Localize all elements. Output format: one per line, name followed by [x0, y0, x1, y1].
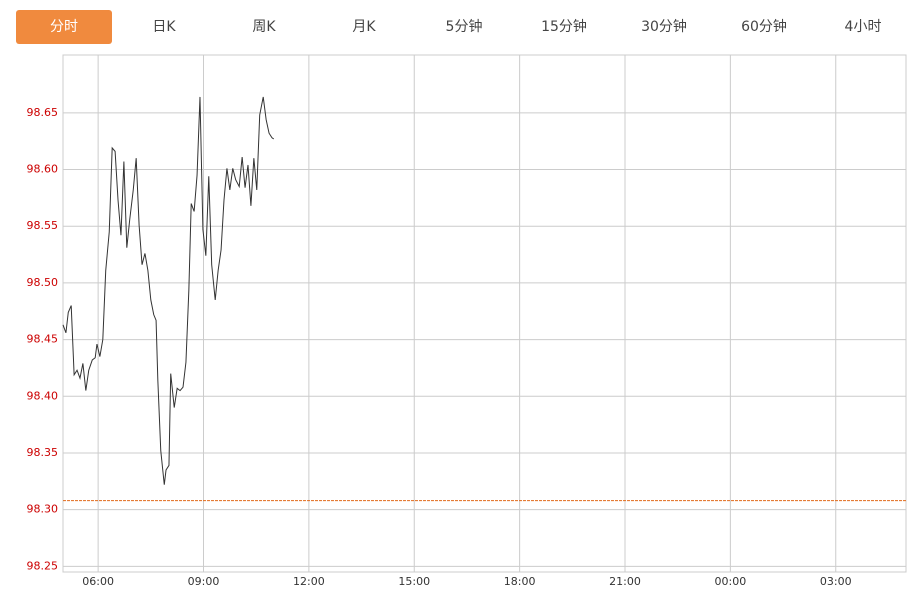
x-tick-label: 03:00: [820, 575, 852, 588]
y-tick-label: 98.45: [27, 333, 59, 346]
x-tick-label: 12:00: [293, 575, 325, 588]
tab[interactable]: 分时: [16, 10, 112, 44]
tab[interactable]: 15分钟: [541, 19, 587, 35]
x-tick-label: 15:00: [398, 575, 430, 588]
y-tick-label: 98.40: [27, 389, 59, 402]
x-tick-label: 21:00: [609, 575, 641, 588]
tab[interactable]: 4小时: [844, 19, 882, 35]
tab[interactable]: 60分钟: [741, 19, 787, 35]
tab[interactable]: 月K: [352, 19, 376, 35]
tab[interactable]: 5分钟: [445, 19, 483, 35]
x-tick-label: 06:00: [82, 575, 114, 588]
tab[interactable]: 30分钟: [641, 19, 687, 35]
y-tick-label: 98.60: [27, 163, 59, 176]
x-tick-label: 00:00: [715, 575, 747, 588]
x-tick-label: 09:00: [188, 575, 220, 588]
y-tick-label: 98.65: [27, 106, 59, 119]
y-tick-label: 98.50: [27, 276, 59, 289]
tab-bar: 分时 日K 周K 月K 5分钟 15分钟 30分钟 60分钟 4小时: [0, 10, 920, 44]
x-tick-label: 18:00: [504, 575, 536, 588]
plot-frame: [62, 54, 907, 573]
price-line: [62, 96, 275, 485]
y-tick-label: 98.25: [27, 559, 59, 572]
tab[interactable]: 周K: [252, 19, 276, 35]
y-tick-label: 98.35: [27, 446, 59, 459]
y-tick-label: 98.30: [27, 503, 59, 516]
tab[interactable]: 日K: [152, 19, 176, 35]
y-tick-label: 98.55: [27, 219, 59, 232]
